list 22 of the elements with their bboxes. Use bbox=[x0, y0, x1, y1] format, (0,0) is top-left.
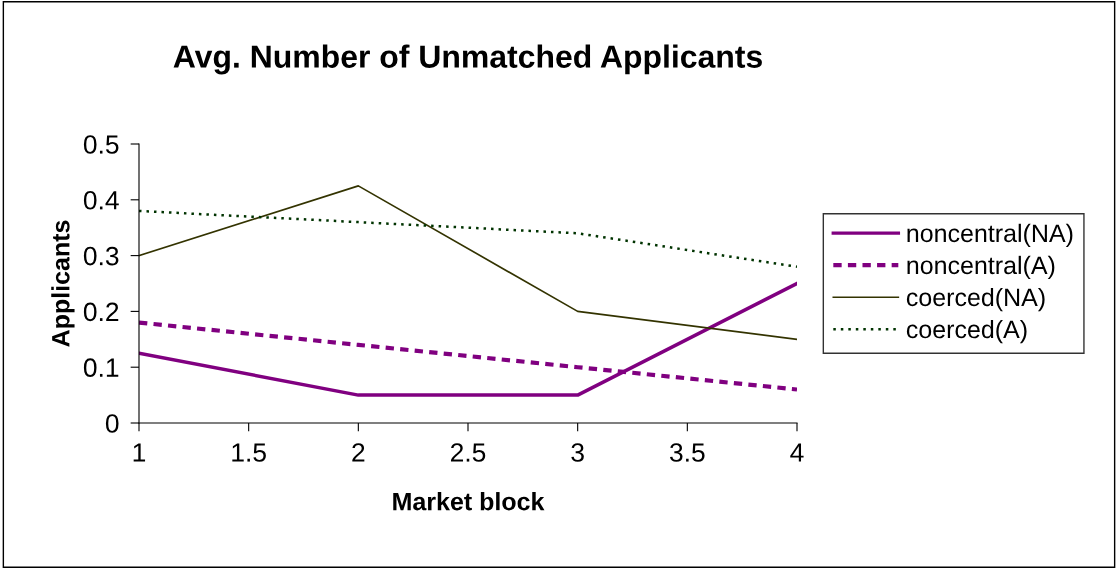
legend-label: coerced(A) bbox=[906, 319, 1027, 344]
line-series bbox=[139, 185, 797, 341]
x-tick-label: 1.5 bbox=[232, 443, 266, 462]
x-tick-label: 3 bbox=[571, 443, 584, 462]
legend-label: coerced(NA) bbox=[906, 287, 1045, 312]
y-axis-title: Applicants bbox=[51, 220, 75, 347]
y-tick-label: 0.3 bbox=[83, 246, 119, 266]
y-tick-label: 0.5 bbox=[83, 135, 119, 154]
x-axis-title: Market block bbox=[393, 492, 545, 511]
x-tick-label: 3.5 bbox=[670, 443, 705, 462]
x-tick-label: 4 bbox=[790, 443, 804, 462]
legend-label: noncentral(NA) bbox=[907, 223, 1073, 248]
x-tick-label: 2.5 bbox=[450, 443, 486, 462]
y-tick-label: 0.1 bbox=[83, 358, 119, 378]
legend-label: noncentral(A) bbox=[907, 255, 1055, 280]
x-tick-label: 2 bbox=[352, 443, 365, 462]
y-tick-label: 0.4 bbox=[83, 190, 119, 210]
line-series bbox=[139, 209, 797, 269]
chart-title: Avg. Number of Unmatched Applicants bbox=[173, 44, 762, 75]
y-tick-label: 0.2 bbox=[83, 302, 119, 322]
y-tick-label: 0 bbox=[105, 414, 119, 433]
x-tick-label: 1 bbox=[133, 443, 146, 462]
